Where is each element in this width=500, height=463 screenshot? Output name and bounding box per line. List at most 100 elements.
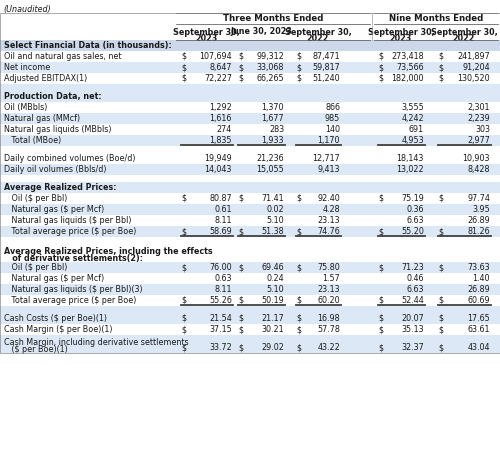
- Text: $: $: [238, 344, 243, 352]
- Text: 19,949: 19,949: [204, 154, 232, 163]
- Text: Natural gas liquids ($ per Bbl): Natural gas liquids ($ per Bbl): [4, 216, 132, 225]
- Text: 182,000: 182,000: [392, 74, 424, 83]
- Text: $: $: [181, 344, 186, 352]
- Text: $: $: [238, 296, 243, 305]
- Text: 2,239: 2,239: [467, 114, 490, 123]
- Bar: [0, 215, 500, 226]
- Text: 1,677: 1,677: [262, 114, 284, 123]
- Bar: [0, 113, 500, 124]
- Text: $: $: [181, 263, 186, 272]
- Text: Nine Months Ended: Nine Months Ended: [389, 14, 483, 23]
- Text: June 30, 2023: June 30, 2023: [230, 27, 292, 37]
- Text: $: $: [238, 194, 243, 203]
- Text: $: $: [378, 296, 383, 305]
- Text: 1,370: 1,370: [262, 103, 284, 112]
- Text: 273,418: 273,418: [392, 52, 424, 61]
- Text: 73,566: 73,566: [396, 63, 424, 72]
- Text: 8,647: 8,647: [210, 63, 232, 72]
- Text: 74.76: 74.76: [318, 227, 340, 236]
- Bar: [0, 226, 500, 237]
- Bar: [0, 91, 500, 102]
- Text: 50.19: 50.19: [261, 296, 284, 305]
- Bar: [0, 164, 500, 175]
- Text: 57.78: 57.78: [317, 325, 340, 334]
- Text: ($ per Boe)(1): ($ per Boe)(1): [4, 345, 68, 354]
- Text: $: $: [296, 296, 301, 305]
- Text: 33.72: 33.72: [209, 344, 232, 352]
- Text: 35.13: 35.13: [402, 325, 424, 334]
- Text: $: $: [378, 344, 383, 352]
- Text: Total (MBoe): Total (MBoe): [4, 136, 61, 145]
- Bar: [0, 84, 500, 91]
- Text: 71.23: 71.23: [401, 263, 424, 272]
- Text: September 30,: September 30,: [173, 28, 240, 37]
- Bar: [0, 40, 500, 51]
- Text: 75.19: 75.19: [401, 194, 424, 203]
- Text: 97.74: 97.74: [467, 194, 490, 203]
- Text: 29.02: 29.02: [261, 344, 284, 352]
- Bar: [0, 153, 500, 164]
- Text: $: $: [438, 227, 443, 236]
- Text: 0.46: 0.46: [406, 274, 424, 283]
- Bar: [0, 13, 176, 24]
- Text: 17.65: 17.65: [467, 314, 490, 323]
- Text: $: $: [296, 74, 301, 83]
- Text: 37.15: 37.15: [209, 325, 232, 334]
- Bar: [0, 262, 500, 273]
- Text: Average Realized Prices:: Average Realized Prices:: [4, 183, 116, 192]
- Text: 21,236: 21,236: [256, 154, 284, 163]
- Text: $: $: [438, 344, 443, 352]
- Text: $: $: [296, 227, 301, 236]
- Text: 107,694: 107,694: [200, 52, 232, 61]
- Text: Cash Margin ($ per Boe)(1): Cash Margin ($ per Boe)(1): [4, 325, 112, 334]
- Bar: [0, 73, 500, 84]
- Text: 985: 985: [325, 114, 340, 123]
- Text: 21.54: 21.54: [209, 314, 232, 323]
- Text: 5.10: 5.10: [266, 216, 284, 225]
- Text: Average Realized Prices, including the effects: Average Realized Prices, including the e…: [4, 247, 212, 256]
- Text: 32.37: 32.37: [401, 344, 424, 352]
- Text: Cash Costs ($ per Boe)(1): Cash Costs ($ per Boe)(1): [4, 314, 107, 323]
- Text: $: $: [238, 227, 243, 236]
- Text: 130,520: 130,520: [458, 74, 490, 83]
- Text: 283: 283: [269, 125, 284, 134]
- Bar: [0, 295, 500, 306]
- Bar: [0, 62, 500, 73]
- Text: $: $: [378, 263, 383, 272]
- Text: 1,835: 1,835: [210, 136, 232, 145]
- Text: 0.02: 0.02: [266, 205, 284, 214]
- Text: $: $: [438, 63, 443, 72]
- Text: 33,068: 33,068: [256, 63, 284, 72]
- Text: 23.13: 23.13: [318, 285, 340, 294]
- Bar: [176, 13, 370, 24]
- Text: 8.11: 8.11: [214, 216, 232, 225]
- Bar: [0, 306, 500, 313]
- Text: 80.87: 80.87: [210, 194, 232, 203]
- Text: Three Months Ended: Three Months Ended: [223, 14, 323, 23]
- Text: 58.69: 58.69: [209, 227, 232, 236]
- Text: 2023: 2023: [196, 34, 218, 43]
- Bar: [0, 175, 500, 182]
- Text: 3.95: 3.95: [472, 205, 490, 214]
- Text: 99,312: 99,312: [256, 52, 284, 61]
- Text: 0.36: 0.36: [406, 205, 424, 214]
- Text: $: $: [181, 52, 186, 61]
- Text: 26.89: 26.89: [467, 216, 490, 225]
- Text: 55.20: 55.20: [401, 227, 424, 236]
- Text: $: $: [438, 52, 443, 61]
- Text: 4,953: 4,953: [402, 136, 424, 145]
- Text: $: $: [378, 325, 383, 334]
- Text: 1,933: 1,933: [262, 136, 284, 145]
- Text: 30.21: 30.21: [262, 325, 284, 334]
- Bar: [0, 313, 500, 324]
- Text: 91,204: 91,204: [462, 63, 490, 72]
- Text: $: $: [181, 296, 186, 305]
- Text: $: $: [181, 63, 186, 72]
- Text: 0.24: 0.24: [266, 274, 284, 283]
- Bar: [0, 135, 500, 146]
- Text: 15,055: 15,055: [256, 165, 284, 174]
- Text: 1.40: 1.40: [472, 274, 490, 283]
- Text: $: $: [238, 52, 243, 61]
- Bar: [0, 24, 500, 40]
- Text: $: $: [438, 325, 443, 334]
